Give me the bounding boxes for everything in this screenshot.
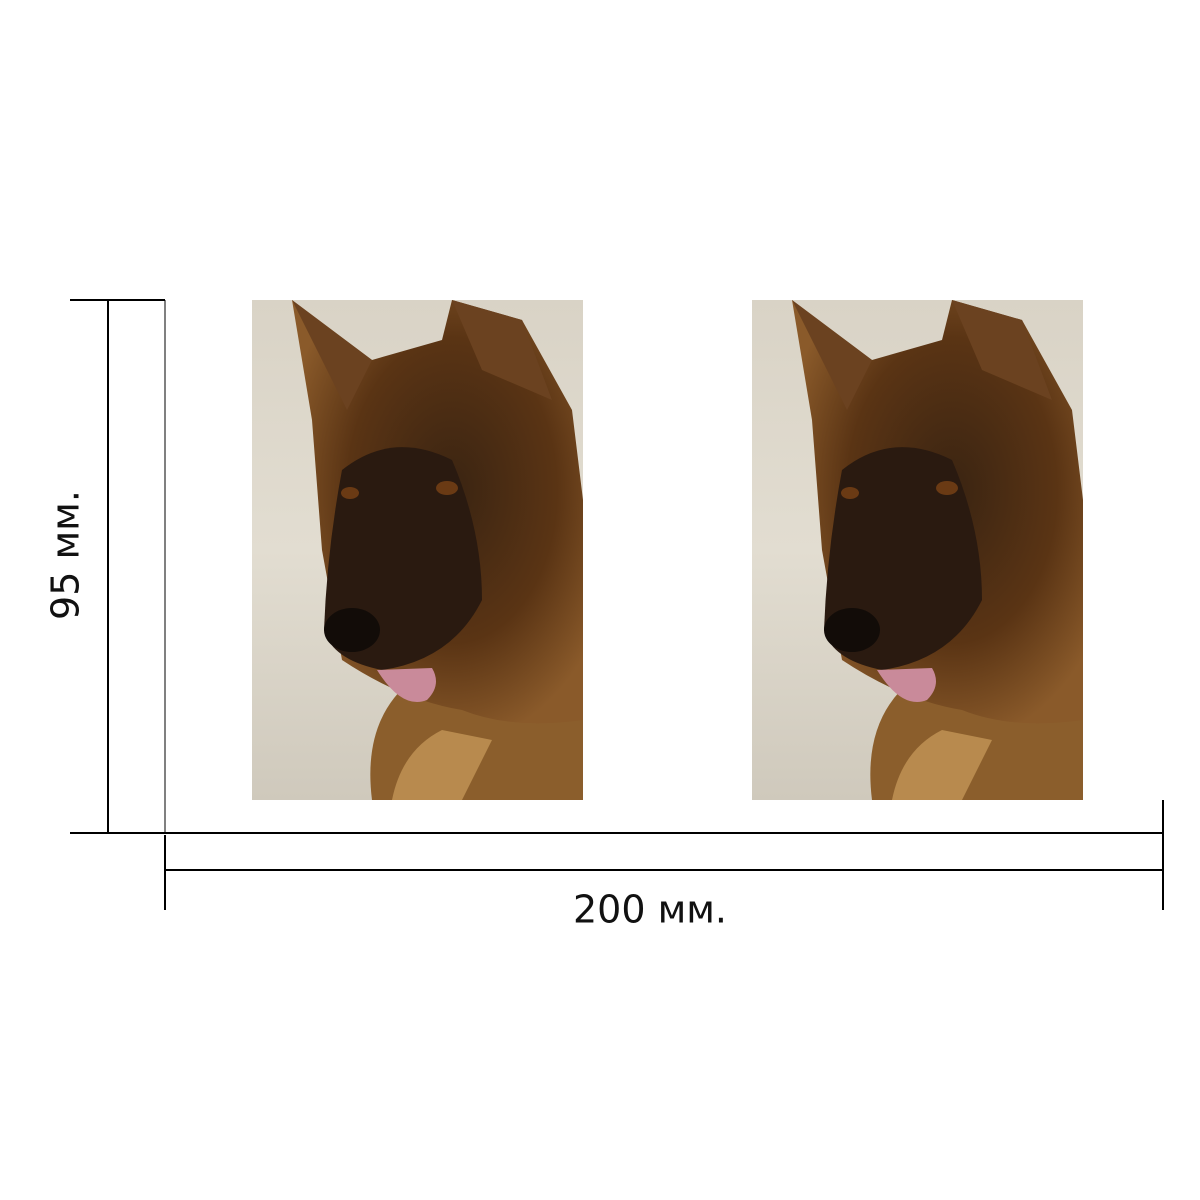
print-image bbox=[752, 300, 1083, 800]
width-dimension bbox=[164, 800, 1164, 910]
print-image bbox=[252, 300, 583, 800]
height-label: 95 мм. bbox=[44, 490, 88, 620]
width-label: 200 мм. bbox=[573, 888, 727, 932]
height-dimension bbox=[70, 299, 166, 834]
